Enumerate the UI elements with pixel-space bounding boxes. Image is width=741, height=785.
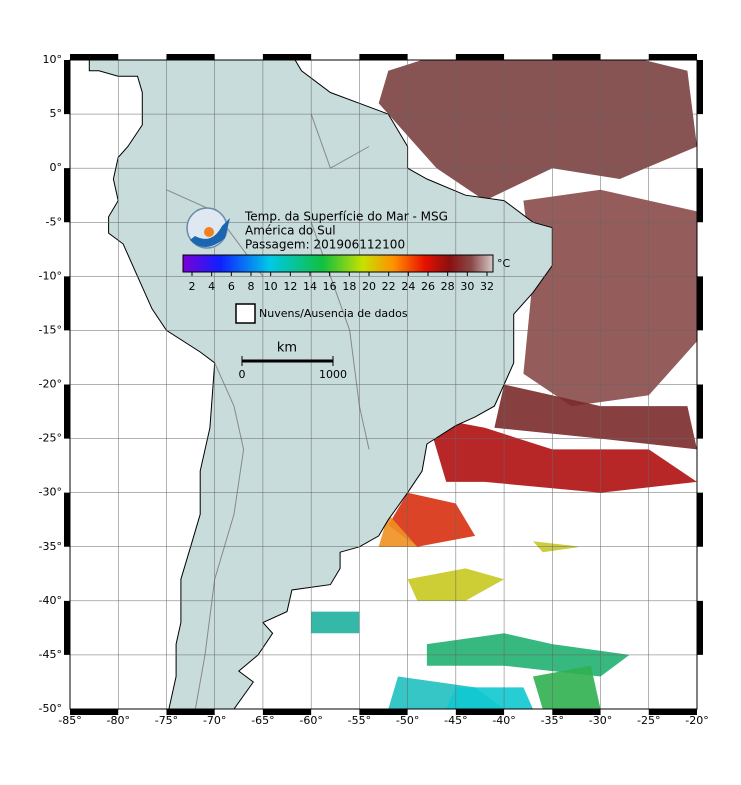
colorbar-tick-label: 28 bbox=[441, 280, 455, 293]
x-tick-label: -20° bbox=[685, 714, 708, 727]
x-tick-label: -40° bbox=[492, 714, 515, 727]
sst-patch bbox=[311, 611, 360, 634]
y-tick-label: -15° bbox=[39, 323, 62, 336]
colorbar-tick-label: 10 bbox=[264, 280, 278, 293]
colorbar-tick-label: 4 bbox=[208, 280, 215, 293]
colorbar-tick-label: 22 bbox=[382, 280, 396, 293]
colorbar-tick-label: 18 bbox=[342, 280, 356, 293]
y-tick-label: -30° bbox=[39, 486, 62, 499]
y-tick-label: 10° bbox=[43, 53, 63, 66]
colorbar-tick-label: 16 bbox=[323, 280, 337, 293]
colorbar-tick-label: 24 bbox=[401, 280, 415, 293]
sst-patch bbox=[446, 687, 533, 709]
sst-patch bbox=[426, 416, 697, 493]
legend-label: Nuvens/Ausencia de dados bbox=[259, 307, 408, 320]
overlay: Temp. da Superfície do Mar - MSG América… bbox=[182, 207, 511, 381]
colorbar-tick-label: 2 bbox=[189, 280, 196, 293]
scale-tick-label: 1000 bbox=[319, 368, 347, 381]
colorbar-tick-label: 8 bbox=[248, 280, 255, 293]
logo-dot bbox=[204, 227, 214, 237]
legend-swatch bbox=[235, 303, 256, 324]
y-tick-label: -20° bbox=[39, 378, 62, 391]
y-tick-label: -40° bbox=[39, 594, 62, 607]
x-tick-label: -60° bbox=[299, 714, 322, 727]
y-tick-label: -25° bbox=[39, 432, 62, 445]
colorbar bbox=[182, 254, 494, 273]
title-line: Temp. da Superfície do Mar - MSG bbox=[244, 210, 448, 224]
y-tick-label: -5° bbox=[46, 215, 62, 228]
colorbar-tick-label: 26 bbox=[421, 280, 435, 293]
y-tick-label: -35° bbox=[39, 540, 62, 553]
y-tick-label: -10° bbox=[39, 269, 62, 282]
colorbar-tick-label: 30 bbox=[460, 280, 474, 293]
y-tick-label: -50° bbox=[39, 702, 62, 715]
title-line: América do Sul bbox=[245, 224, 336, 238]
logo-swoosh bbox=[190, 218, 230, 248]
colorbar-tick-label: 12 bbox=[283, 280, 297, 293]
x-tick-label: -75° bbox=[155, 714, 178, 727]
colorbar-tick-label: 20 bbox=[362, 280, 376, 293]
sst-patch bbox=[378, 60, 697, 201]
y-tick-label: 5° bbox=[50, 107, 63, 120]
sst-patch bbox=[388, 492, 476, 547]
x-tick-label: -45° bbox=[444, 714, 467, 727]
x-tick-label: -80° bbox=[106, 714, 129, 727]
x-tick-label: -50° bbox=[396, 714, 419, 727]
sst-patch bbox=[523, 189, 697, 407]
x-tick-label: -70° bbox=[203, 714, 226, 727]
colorbar-tick-label: 32 bbox=[480, 280, 494, 293]
x-tick-label: -35° bbox=[541, 714, 564, 727]
x-tick-label: -55° bbox=[348, 714, 371, 727]
x-tick-label: -65° bbox=[251, 714, 274, 727]
scale-tick-label: 0 bbox=[239, 368, 246, 381]
x-tick-label: -25° bbox=[637, 714, 660, 727]
x-tick-label: -85° bbox=[58, 714, 81, 727]
colorbar-tick-label: 6 bbox=[228, 280, 235, 293]
colorbar-tick-label: 14 bbox=[303, 280, 317, 293]
y-tick-label: -45° bbox=[39, 648, 62, 661]
y-tick-label: 0° bbox=[50, 161, 63, 174]
sst-patch bbox=[494, 384, 697, 450]
x-tick-label: -30° bbox=[589, 714, 612, 727]
title-line: Passagem: 201906112100 bbox=[245, 238, 405, 252]
sst-patch bbox=[533, 665, 601, 709]
graticule: -85° -80° -75° -70° -65° -60° -55° -50° -45° -40°… bbox=[39, 53, 709, 727]
colorbar-unit: °C bbox=[497, 257, 511, 270]
scale-unit: km bbox=[277, 341, 297, 356]
